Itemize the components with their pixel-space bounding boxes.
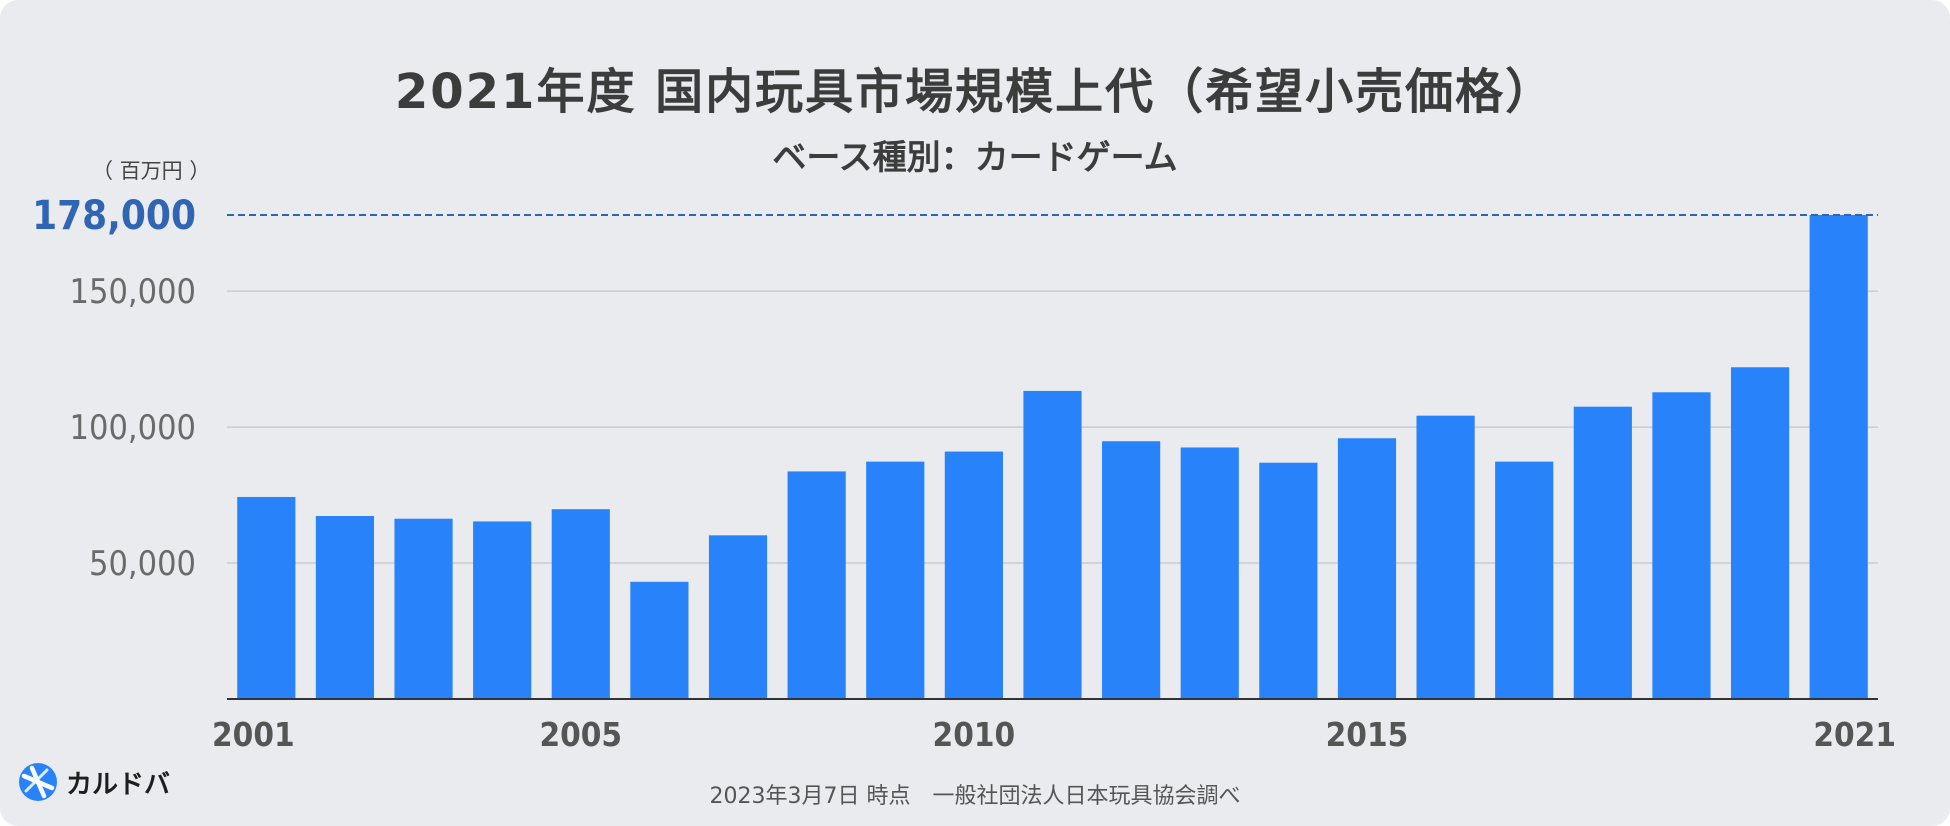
- chart-subtitle: ベース種別：カードゲーム: [772, 138, 1178, 178]
- y-tick-label: 100,000: [70, 408, 196, 448]
- bar-2015: [1337, 438, 1397, 699]
- bar-2017: [1495, 461, 1554, 699]
- bar-2010: [944, 451, 1003, 699]
- bar-2004: [473, 521, 532, 699]
- bar-2016: [1416, 415, 1475, 699]
- bar-2006: [630, 581, 689, 699]
- source-note: 2023年3月7日 時点 一般社団法人日本玩具協会調べ: [709, 784, 1241, 809]
- logo-text: カルドバ: [66, 769, 171, 800]
- bar-2020: [1730, 367, 1790, 699]
- brand-logo: カルドバ: [18, 760, 170, 804]
- y-tick-label: 150,000: [70, 272, 196, 312]
- bar-2009: [866, 461, 925, 699]
- bar-2011: [1023, 390, 1082, 699]
- bar-2001: [237, 496, 296, 699]
- bar-2013: [1180, 447, 1239, 699]
- highlight-value-label: 178,000: [32, 193, 196, 239]
- bar-2019: [1652, 392, 1711, 699]
- x-tick-label: 2015: [1326, 715, 1409, 754]
- unit-label: （ 百万円 ）: [92, 159, 211, 183]
- bar-2021: [1809, 215, 1868, 699]
- bar-2002: [315, 516, 375, 699]
- y-tick-label: 50,000: [89, 544, 196, 584]
- bar-2005: [551, 509, 610, 699]
- bar-2007: [708, 535, 768, 699]
- x-tick-label: 2021: [1813, 715, 1896, 754]
- bar-2018: [1573, 406, 1632, 699]
- bar-2014: [1259, 462, 1318, 699]
- bar-2012: [1102, 441, 1161, 699]
- x-tick-label: 2005: [539, 715, 622, 754]
- x-tick-label: 2001: [212, 715, 295, 754]
- logo-mark-icon: [19, 763, 57, 801]
- bar-2003: [394, 518, 453, 699]
- chart-title: 2021年度 国内玩具市場規模上代（希望小売価格）: [394, 64, 1556, 120]
- x-tick-label: 2010: [933, 715, 1016, 754]
- bar-2008: [787, 471, 846, 699]
